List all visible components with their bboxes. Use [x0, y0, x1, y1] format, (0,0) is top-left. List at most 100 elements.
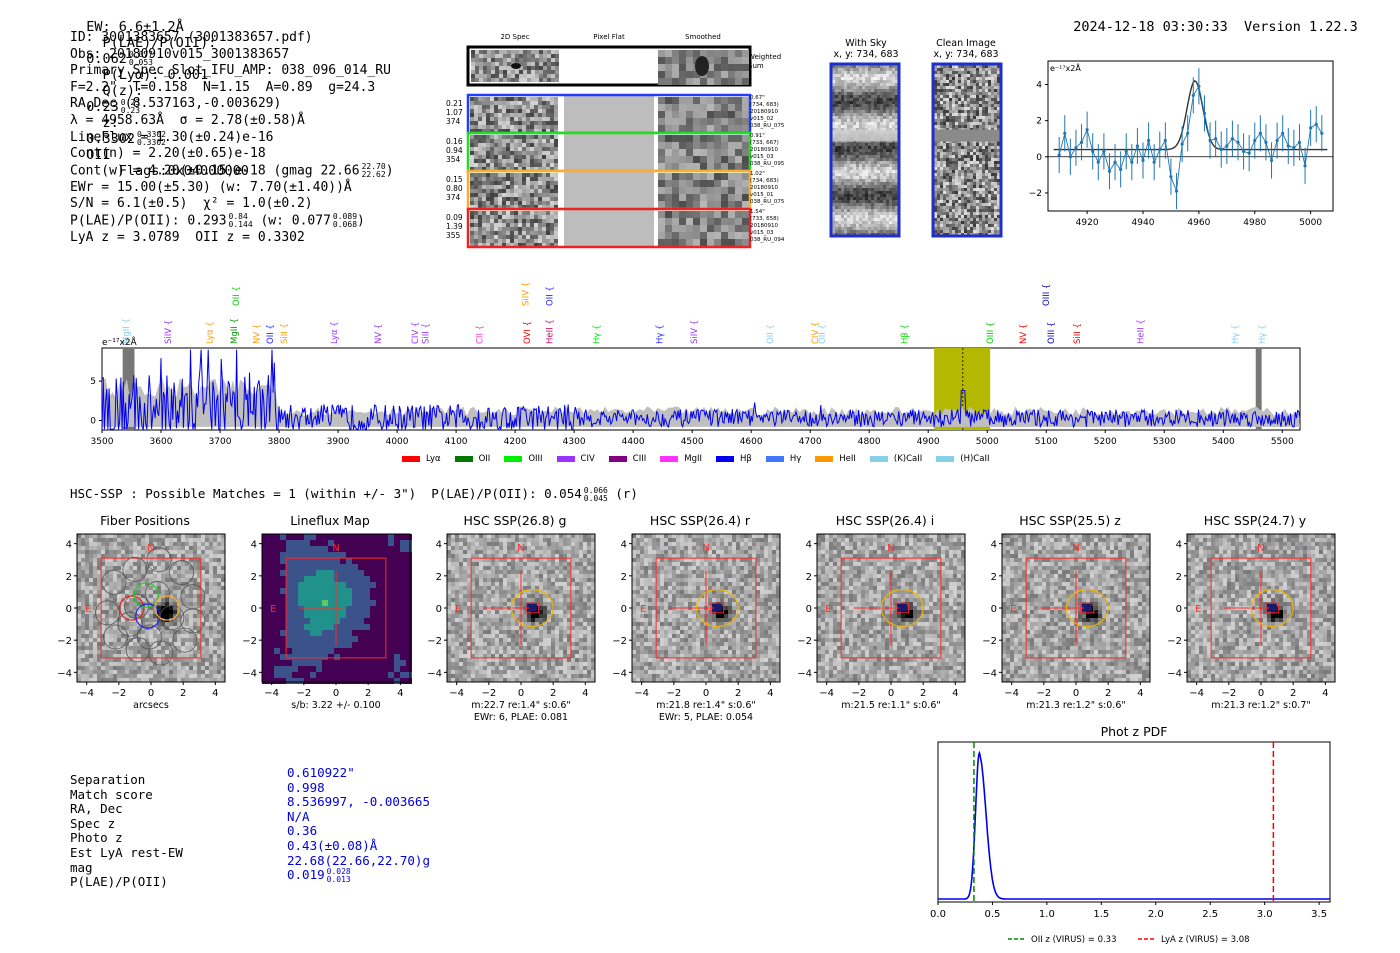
header-z-line: OII — [86, 147, 111, 163]
emission-line-name: OII { — [766, 324, 776, 344]
emission-line-name: Hγ { — [1258, 324, 1268, 344]
header-datetime: 2024-12-18 03:30:33 — [1073, 19, 1228, 35]
cutout-smoothed-3 — [658, 211, 749, 246]
emission-line-label: Lyα { — [205, 321, 215, 344]
match-row: RA, Dec 8.536997, -0.003665 — [70, 794, 430, 816]
north-label: N — [887, 543, 894, 554]
sky-images — [829, 62, 1003, 238]
info-plae-hi: 0.84 — [228, 212, 248, 222]
with-sky-image — [832, 65, 898, 236]
pdf-legend-label: LyA z (VIRUS) = 3.08 — [1161, 935, 1250, 945]
cutout-right-value: v015_01 — [750, 192, 774, 198]
cutout-2d-spec-1 — [470, 135, 558, 171]
hsc-xtick-label: 4 — [767, 688, 773, 699]
emission-line-label: Lyα { — [330, 321, 340, 344]
legend-item: (K)CaII — [869, 454, 922, 464]
search-box — [840, 557, 942, 659]
emission-line-label: OVI { — [523, 321, 533, 344]
info-ifu: Primary Spec_Slot_IFU_AMP: 038_096_014_R… — [70, 63, 391, 79]
pdf-xtick-label: 1.5 — [1093, 909, 1109, 920]
hsc-panel-1: Lineflux Map N E 4 2 0 −2 −4 −4 −2 0 2 4 s/b: 3.22 +/… — [240, 510, 420, 725]
hsc-ytick-label: 4 — [251, 540, 257, 551]
hsc-ytick-label: −4 — [982, 668, 997, 679]
match-row: P(LAE)/P(OII) 0.019 0.028 0.013 — [70, 867, 351, 889]
hsc-panel-image: N E 4 2 0 −2 −4 −4 −2 0 2 4 m:21.8 re:1.4" s:0.6"EWr… — [612, 533, 781, 723]
match-plae-hi: 0.028 — [326, 866, 351, 876]
spectrum-xtick-label: 4600 — [740, 437, 763, 447]
header-q-lo: 0.23 — [120, 106, 141, 115]
emission-line-name: NV { — [1019, 324, 1029, 344]
match-row: Spec z N/A — [70, 809, 310, 831]
header-plae-val: 0.062 — [86, 51, 127, 67]
hsc-xtick-label: −4 — [1189, 688, 1204, 699]
cutout-right-value: 20180910 — [750, 223, 778, 229]
weighted-source — [511, 63, 521, 69]
info-plae-w-end: ) — [357, 213, 365, 229]
fiber-circle — [144, 581, 170, 606]
hsc-panel-image: N E 4 2 0 −2 −4 −4 −2 0 2 4 m:21.3 re:1.2" s:0.6" — [982, 533, 1151, 711]
hsc-ytick-label: −4 — [427, 668, 442, 679]
legend-label: Lyα — [426, 454, 441, 464]
with-sky-title: With Sky x, y: 734, 683 — [820, 38, 912, 60]
hsc-caption-1: m:21.3 re:1.2" s:0.7" — [1211, 700, 1311, 711]
hsc-caption-1: m:21.5 re:1.1" s:0.6" — [841, 700, 941, 711]
hsc-heading-text: HSC-SSP : Possible Matches = 1 (within +… — [70, 486, 582, 501]
hsc-xtick-label: 4 — [952, 688, 958, 699]
legend-item: Lyα — [402, 454, 441, 464]
cutout-flat-edge-3 — [560, 210, 564, 246]
masked-region — [1255, 348, 1262, 430]
emission-line-label: OII { — [545, 286, 555, 306]
emission-line-name: NV { — [253, 324, 263, 344]
hsc-ytick-label: 2 — [1176, 572, 1182, 583]
emission-line-label: OIII { — [986, 322, 996, 344]
emission-line-name: SiII { — [421, 323, 431, 344]
hsc-ytick-label: 0 — [66, 604, 72, 615]
hsc-caption-1: m:21.3 re:1.2" s:0.6" — [1026, 700, 1126, 711]
emission-line-name: Hγ { — [593, 324, 603, 344]
spectrum-series — [101, 349, 1301, 432]
sky-panel: With Sky x, y: 734, 683 Clean Image x, y: … — [820, 38, 1010, 238]
header-q-hi: 0.23 — [120, 98, 141, 107]
cutout-pixel-flat-2 — [564, 172, 654, 208]
legend-swatch — [608, 456, 627, 462]
east-label: E — [640, 604, 646, 615]
hsc-xtick-label: 2 — [1290, 688, 1296, 699]
emission-line-label: OIII { — [1047, 322, 1057, 344]
emission-line-name: HeII { — [545, 319, 555, 344]
info-contw: Cont(w) = 4.20(±0.15)e-18 (gmag 22.66 22.… — [70, 162, 394, 180]
legend-item: Hγ — [765, 454, 801, 464]
info-lyaz: LyA z = 3.0789 OII z = 0.3302 — [70, 230, 305, 246]
spectrum-xtick-label: 3800 — [268, 437, 291, 447]
hsc-ytick-label: 0 — [251, 604, 257, 615]
match-value: 0.019 0.028 0.013 — [287, 866, 351, 884]
hsc-xtick-label: 4 — [582, 688, 588, 699]
hsc-xtick-label: 4 — [1322, 688, 1328, 699]
hsc-heading: HSC-SSP : Possible Matches = 1 (within +… — [70, 486, 638, 503]
legend-swatch — [556, 456, 575, 462]
cutout-2d-spec-3 — [470, 211, 558, 247]
cutout-flat-edge2-3 — [654, 210, 658, 246]
hsc-xtick-label: 0 — [1258, 688, 1264, 699]
emission-line-name: CIV { — [411, 322, 421, 344]
header-z-hi: 0.3302 — [137, 130, 166, 139]
emission-line-label: OII { — [266, 324, 276, 344]
hsc-ytick-label: 4 — [66, 540, 72, 551]
cutout-flat-edge2-2 — [654, 172, 658, 208]
cutout-right-value: v015_02 — [750, 116, 774, 122]
info-contw-text: Cont(w) = 4.20(±0.15)e-18 (gmag 22.66 — [70, 163, 360, 179]
cutout-flat-edge-0 — [560, 96, 564, 132]
search-box — [100, 557, 202, 659]
hsc-xtick-label: −4 — [79, 688, 94, 699]
fiber-circle — [169, 560, 195, 586]
hsc-ytick-label: 2 — [621, 572, 627, 583]
cutout-pixel-flat-0 — [564, 96, 654, 132]
emission-line-label: SiII { — [280, 323, 290, 344]
cutout-right-value: (733, 658) — [750, 216, 779, 222]
hsc-xtick-label: −2 — [111, 688, 126, 699]
emission-line-label: SiIV { — [522, 282, 532, 306]
hsc-ytick-label: 0 — [436, 604, 442, 615]
north-label: N — [332, 543, 339, 554]
hsc-ytick-label: −2 — [982, 636, 997, 647]
emission-line-label: SiII { — [421, 323, 431, 344]
cutout-left-value: 0.09 — [446, 213, 463, 222]
